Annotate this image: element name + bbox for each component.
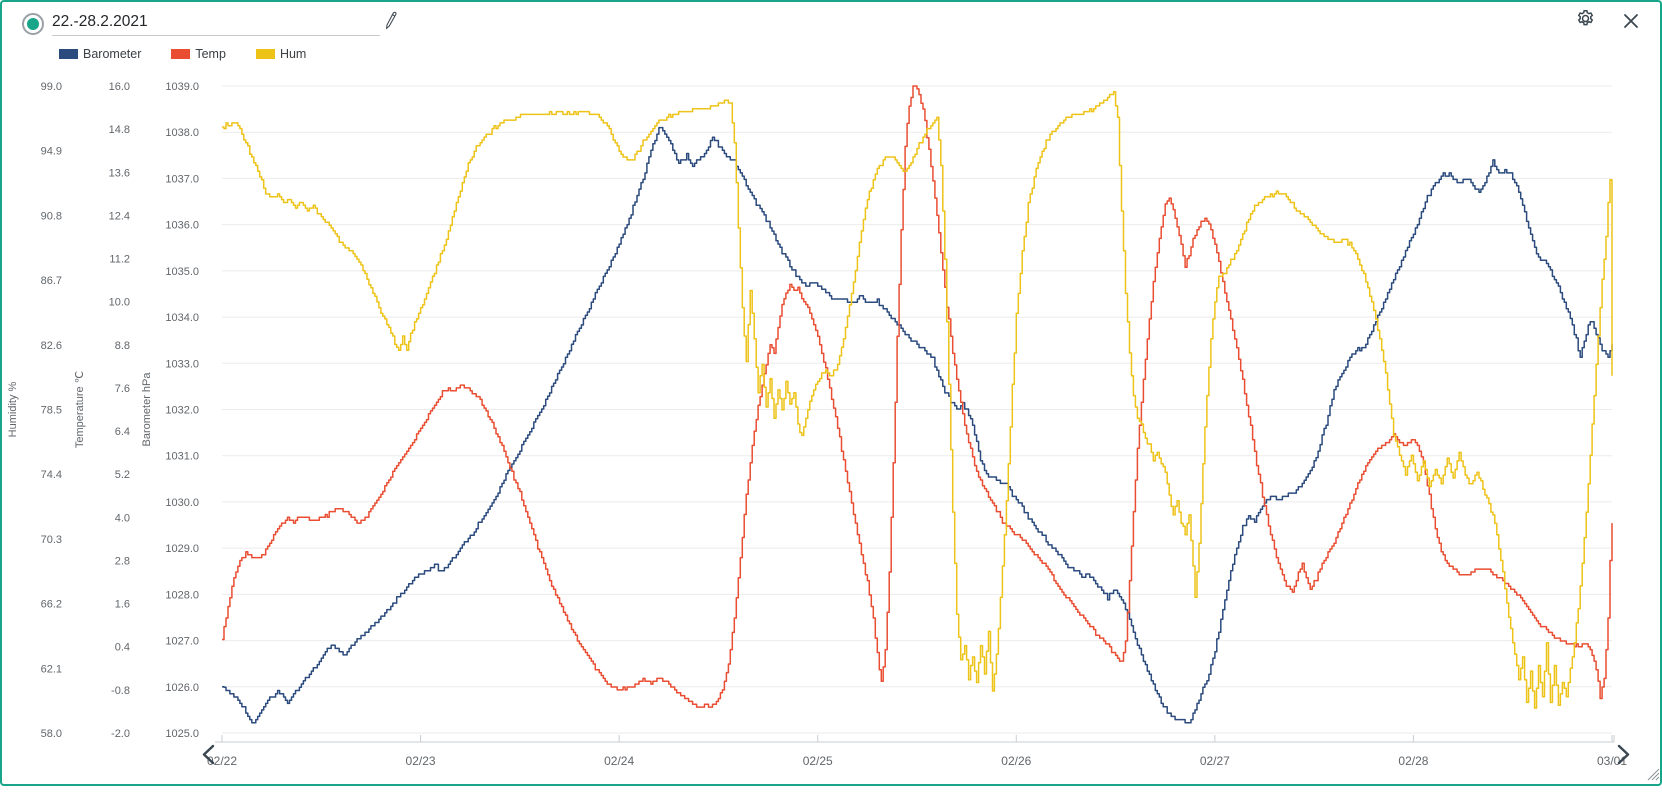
barometer-tick-label: 1034.0 <box>165 312 199 324</box>
barometer-tick-label: 1025.0 <box>165 728 199 740</box>
temperature-tick-label: 16.0 <box>109 81 130 93</box>
barometer-tick-label: 1028.0 <box>165 589 199 601</box>
resize-handle[interactable] <box>1655 776 1660 781</box>
humidity-tick-label: 62.1 <box>41 663 62 675</box>
temperature-tick-label: 0.4 <box>115 642 130 654</box>
temperature-tick-label: 1.6 <box>115 599 130 611</box>
temperature-tick-label: 4.0 <box>115 512 130 524</box>
chart-area: 99.0 94.9 90.8 86.7 82.6 78.5 74.4 70.3 66.2 62.1… <box>2 62 1662 788</box>
x-tick-label: 03/01 <box>1597 754 1627 768</box>
header: Barometer Temp Hum <box>2 2 1660 62</box>
temperature-tick-label: 10.0 <box>109 297 130 309</box>
legend-label: Barometer <box>83 47 142 61</box>
radio-button[interactable] <box>22 13 44 35</box>
pencil-icon[interactable] <box>381 10 401 34</box>
temperature-axis-title: Temperature ℃ <box>74 371 86 448</box>
x-tick-label: 02/23 <box>406 754 436 768</box>
legend-item-barometer[interactable]: Barometer <box>59 47 141 61</box>
radio-dot <box>27 18 39 30</box>
temperature-tick-label: 2.8 <box>115 555 130 567</box>
x-tick-label: 02/24 <box>604 754 634 768</box>
humidity-tick-label: 90.8 <box>41 210 62 222</box>
gear-icon[interactable] <box>1570 8 1600 38</box>
temperature-tick-label: 5.2 <box>115 469 130 481</box>
barometer-axis-title: Barometer hPa <box>141 372 153 447</box>
humidity-tick-label: 99.0 <box>41 81 62 93</box>
x-tick-label: 02/22 <box>207 754 237 768</box>
humidity-tick-label: 78.5 <box>41 405 62 417</box>
temperature-tick-label: -2.0 <box>111 728 130 740</box>
x-tick-label: 02/25 <box>803 754 833 768</box>
temperature-tick-label: 14.8 <box>109 124 130 136</box>
humidity-tick-label: 82.6 <box>41 340 62 352</box>
temperature-tick-label: 6.4 <box>115 426 130 438</box>
barometer-tick-label: 1026.0 <box>165 682 199 694</box>
temperature-tick-label: 7.6 <box>115 383 130 395</box>
x-tick-label: 02/28 <box>1398 754 1428 768</box>
title-input[interactable] <box>52 10 380 36</box>
barometer-tick-label: 1037.0 <box>165 173 199 185</box>
humidity-tick-label: 70.3 <box>41 534 62 546</box>
humidity-axis-title: Humidity % <box>7 381 19 437</box>
barometer-tick-label: 1029.0 <box>165 543 199 555</box>
legend-label: Temp <box>195 47 226 61</box>
gear-icon-svg <box>1577 10 1593 26</box>
series-hum <box>222 90 1613 709</box>
temp-swatch <box>171 49 191 59</box>
series-barometer <box>222 126 1613 724</box>
close-icon[interactable] <box>1616 8 1646 38</box>
x-tick-label: 02/27 <box>1200 754 1230 768</box>
legend-item-temp[interactable]: Temp <box>171 47 226 61</box>
barometer-tick-label: 1032.0 <box>165 405 199 417</box>
prev-page-button[interactable] <box>202 744 215 765</box>
humidity-tick-label: 94.9 <box>41 146 62 158</box>
humidity-tick-label: 86.7 <box>41 275 62 287</box>
barometer-tick-label: 1027.0 <box>165 636 199 648</box>
humidity-tick-label: 58.0 <box>41 728 62 740</box>
barometer-tick-label: 1031.0 <box>165 451 199 463</box>
temperature-tick-label: 11.2 <box>109 254 130 266</box>
barometer-tick-label: 1039.0 <box>165 81 199 93</box>
hum-swatch <box>255 49 275 59</box>
pencil-icon-svg <box>385 11 397 30</box>
humidity-tick-label: 74.4 <box>41 469 62 481</box>
barometer-tick-label: 1035.0 <box>165 266 199 278</box>
chart-canvas[interactable]: 99.0 94.9 90.8 86.7 82.6 78.5 74.4 70.3 66.2 62.1… <box>2 62 1662 788</box>
next-page-button[interactable] <box>1617 744 1630 765</box>
temperature-tick-label: 13.6 <box>109 167 130 179</box>
barometer-tick-label: 1038.0 <box>165 127 199 139</box>
barometer-tick-label: 1030.0 <box>165 497 199 509</box>
barometer-tick-label: 1036.0 <box>165 220 199 232</box>
series-temp <box>222 85 1613 708</box>
resize-handle[interactable] <box>1651 772 1660 781</box>
x-tick-label: 02/26 <box>1001 754 1031 768</box>
close-icon-svg <box>1624 14 1638 28</box>
legend-label: Hum <box>279 47 307 61</box>
temperature-tick-label: -0.8 <box>111 685 130 697</box>
legend-item-hum[interactable]: Hum <box>255 47 307 61</box>
resize-handle[interactable] <box>1647 768 1660 781</box>
barometer-swatch <box>59 49 78 59</box>
temperature-tick-label: 12.4 <box>109 210 130 222</box>
temperature-tick-label: 8.8 <box>115 340 130 352</box>
barometer-tick-label: 1033.0 <box>165 358 199 370</box>
legend: Barometer Temp Hum <box>59 47 306 61</box>
humidity-tick-label: 66.2 <box>41 599 62 611</box>
